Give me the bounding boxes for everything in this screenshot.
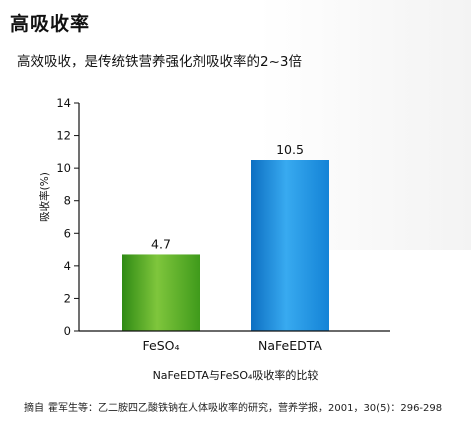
- value-labels: 4.7 10.5: [151, 142, 304, 251]
- bar-1: [122, 254, 200, 331]
- y-tick-label: 2: [64, 291, 71, 305]
- source-prefix: 摘自: [24, 403, 44, 414]
- chart-caption: NaFeEDTA与FeSO₄吸收率的比较: [152, 369, 319, 382]
- y-tick-label: 0: [64, 324, 71, 338]
- source-text: 霍军生等：乙二胺四乙酸铁钠在人体吸收率的研究，营养学报，2001，30(5)：2…: [48, 403, 443, 414]
- x-category-label: FeSO₄: [143, 338, 180, 353]
- bar-2: [251, 160, 329, 331]
- y-tick-label: 4: [64, 259, 71, 273]
- page-title: 高吸收率: [10, 13, 91, 35]
- y-tick-label: 10: [56, 161, 71, 175]
- y-tick-label: 6: [64, 226, 71, 240]
- y-axis-ticks: 0 2 4 6 8 10 12 14: [56, 96, 79, 338]
- x-category-label: NaFeEDTA: [258, 338, 322, 353]
- value-label: 4.7: [151, 236, 171, 251]
- y-tick-label: 14: [56, 96, 71, 110]
- bars: [122, 160, 329, 331]
- source-citation: 摘自 霍军生等：乙二胺四乙酸铁钠在人体吸收率的研究，营养学报，2001，30(5)…: [24, 399, 446, 414]
- page-subtitle: 高效吸收，是传统铁营养强化剂吸收率的2~3倍: [17, 54, 302, 70]
- value-label: 10.5: [276, 142, 304, 157]
- y-tick-label: 8: [64, 194, 71, 208]
- y-tick-label: 12: [56, 129, 71, 143]
- y-axis-label: 吸收率(%): [38, 172, 51, 222]
- x-axis-labels: FeSO₄ NaFeEDTA: [143, 338, 323, 353]
